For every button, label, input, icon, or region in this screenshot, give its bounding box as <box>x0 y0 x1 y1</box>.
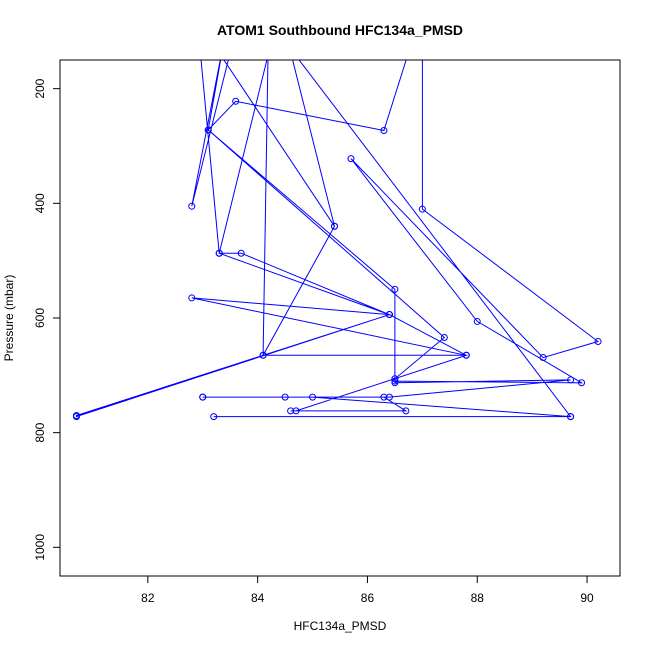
x-tick-label: 90 <box>580 591 594 605</box>
data-point <box>578 379 586 387</box>
x-tick-label: 86 <box>361 591 375 605</box>
data-point <box>391 285 399 293</box>
data-point <box>72 413 80 421</box>
x-tick-label: 84 <box>251 591 265 605</box>
series-line <box>76 60 600 418</box>
data-point <box>594 338 602 346</box>
data-point <box>567 413 575 421</box>
y-tick-label: 200 <box>33 78 47 98</box>
data-point <box>391 379 399 387</box>
y-tick-label: 800 <box>33 422 47 442</box>
data-point <box>385 311 393 319</box>
series-layer <box>72 5 602 421</box>
data-point <box>419 5 425 11</box>
data-point <box>210 413 218 421</box>
y-tick-label: 1000 <box>33 534 47 561</box>
data-point <box>418 205 426 213</box>
data-point <box>473 317 481 325</box>
y-axis-ticks: 200 400 600 800 1000 <box>33 78 60 561</box>
data-point <box>277 5 283 11</box>
data-point <box>287 407 295 415</box>
data-point <box>402 407 410 415</box>
data-point <box>199 393 207 401</box>
data-point <box>238 5 244 11</box>
data-point <box>309 393 317 401</box>
data-point <box>204 126 212 134</box>
chart-title: ATOM1 Southbound HFC134a_PMSD <box>217 22 463 38</box>
data-point <box>259 351 267 359</box>
data-point <box>281 393 289 401</box>
x-axis-label: HFC134a_PMSD <box>294 619 387 633</box>
data-point <box>215 249 223 257</box>
x-axis-ticks: 82 84 86 88 90 <box>141 576 594 605</box>
data-point <box>440 333 448 341</box>
plot-frame <box>59 59 621 577</box>
data-point <box>462 351 470 359</box>
data-point <box>188 294 196 302</box>
x-tick-label: 88 <box>471 591 485 605</box>
data-point <box>539 354 547 362</box>
x-tick-label: 82 <box>141 591 155 605</box>
data-point <box>347 155 355 163</box>
data-point <box>380 393 388 401</box>
data-point <box>232 97 240 105</box>
data-point <box>188 202 196 210</box>
y-axis-label: Pressure (mbar) <box>2 275 16 362</box>
data-point <box>391 375 399 383</box>
data-point <box>292 407 300 415</box>
data-point <box>237 249 245 257</box>
data-point <box>331 222 339 230</box>
data-point <box>380 127 388 135</box>
data-point <box>194 17 200 23</box>
y-tick-label: 400 <box>33 193 47 213</box>
y-tick-label: 600 <box>33 308 47 328</box>
data-point <box>567 376 575 384</box>
data-point <box>385 393 393 401</box>
